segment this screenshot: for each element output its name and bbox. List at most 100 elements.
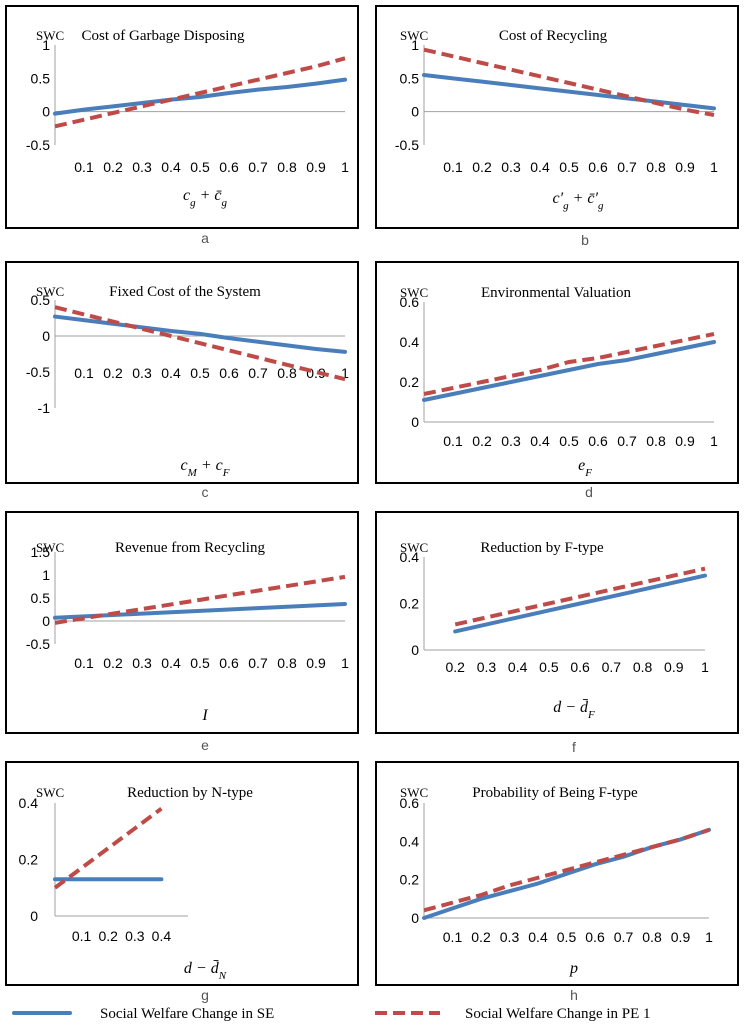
panel-letter: g bbox=[201, 987, 209, 1003]
x-axis-label: d − d̄N bbox=[184, 960, 227, 982]
x-tick-label: 0.2 bbox=[472, 433, 492, 449]
y-tick-label: 0 bbox=[411, 414, 419, 430]
x-tick-label: 0.9 bbox=[671, 929, 691, 945]
panel-letter: d bbox=[585, 484, 593, 500]
x-tick-label: 0.7 bbox=[614, 929, 634, 945]
x-tick-label: 0.1 bbox=[443, 433, 463, 449]
panel-letter: b bbox=[581, 232, 589, 248]
chart-title: Fixed Cost of the System bbox=[109, 284, 261, 300]
panel-frame bbox=[5, 5, 359, 229]
x-tick-label: 0.2 bbox=[445, 659, 465, 675]
y-tick-label: 1 bbox=[42, 567, 50, 583]
x-axis-label: I bbox=[201, 707, 208, 724]
x-tick-label: 0.3 bbox=[132, 365, 152, 381]
x-tick-label: 0.6 bbox=[588, 159, 608, 175]
chart-panel-e: -0.5 0 0.5 1 1.5 0.1 0.2 0.3 0.4 0.5 0.6 0.7 0.8 0.9 1… bbox=[5, 511, 359, 753]
x-tick-label: 0.4 bbox=[530, 433, 550, 449]
x-tick-label: 0.1 bbox=[74, 655, 94, 671]
x-tick-label: 1 bbox=[710, 433, 718, 449]
x-tick-label: 0.8 bbox=[646, 433, 666, 449]
y-tick-label: 0.5 bbox=[400, 70, 420, 86]
x-tick-label: 1 bbox=[341, 655, 349, 671]
x-tick-label: 0.6 bbox=[219, 365, 239, 381]
y-tick-label: -0.5 bbox=[26, 636, 50, 652]
y-tick-label: 0.2 bbox=[400, 374, 420, 390]
x-tick-label: 0.3 bbox=[132, 655, 152, 671]
x-tick-label: 0.7 bbox=[602, 659, 622, 675]
series-line-se bbox=[422, 827, 711, 920]
y-tick-label: -0.5 bbox=[395, 137, 419, 153]
y-tick-label: 0.5 bbox=[31, 70, 51, 86]
y-tick-label: 0 bbox=[42, 613, 50, 629]
series-line-pe bbox=[54, 574, 346, 625]
x-axis-label: eF bbox=[578, 457, 592, 479]
y-tick-label: 0.6 bbox=[400, 795, 420, 811]
legend: Social Welfare Change in SE Social Welfa… bbox=[12, 1006, 651, 1022]
panel-letter: e bbox=[201, 737, 209, 753]
y-tick-label: 1.5 bbox=[31, 544, 51, 560]
y-tick-label: 0 bbox=[42, 104, 50, 120]
series-line-se bbox=[53, 314, 347, 354]
legend-se-label: Social Welfare Change in SE bbox=[100, 1006, 274, 1022]
x-tick-label: 0.8 bbox=[277, 655, 297, 671]
chart-panel-b: -0.500.510.1 0.2 0.3 0.4 0.5 0.6 0.7 0.8 0.9 1SWC… bbox=[375, 5, 739, 248]
x-tick-label: 0.4 bbox=[161, 159, 181, 175]
x-tick-label: 0.2 bbox=[103, 365, 123, 381]
x-tick-label: 0.6 bbox=[585, 929, 605, 945]
series-line-se bbox=[53, 77, 347, 116]
x-tick-label: 0.3 bbox=[501, 159, 521, 175]
chart-panel-c: -1-0.500.50.1 0.2 0.3 0.4 0.5 0.6 0.7 0.8 0.9 1SW… bbox=[5, 261, 359, 500]
x-tick-label: 0.1 bbox=[74, 365, 94, 381]
panel-frame bbox=[5, 761, 359, 986]
x-tick-label: 0.7 bbox=[248, 365, 268, 381]
chart-title: Reduction by F-type bbox=[480, 540, 604, 556]
y-axis-label: SWC bbox=[400, 28, 428, 43]
x-tick-label: 0.6 bbox=[570, 659, 590, 675]
x-tick-label: 0.2 bbox=[103, 159, 123, 175]
y-tick-label: 0.4 bbox=[19, 795, 39, 811]
series-line-pe bbox=[53, 807, 163, 890]
y-axis-label: SWC bbox=[36, 28, 64, 43]
chart-panel-a: -0.500.510.1 0.2 0.3 0.4 0.5 0.6 0.7 0.8 0.9 1SWC… bbox=[5, 5, 359, 246]
x-tick-label: 0.2 bbox=[98, 928, 118, 944]
chart-title: Probability of Being F-type bbox=[472, 785, 638, 801]
y-axis-label: SWC bbox=[36, 540, 64, 555]
x-tick-label: 0.3 bbox=[477, 659, 497, 675]
x-tick-label: 0.1 bbox=[443, 159, 463, 175]
x-tick-label: 1 bbox=[341, 159, 349, 175]
x-tick-label: 0.7 bbox=[248, 655, 268, 671]
x-tick-label: 0.5 bbox=[559, 159, 579, 175]
x-tick-label: 0.6 bbox=[588, 433, 608, 449]
x-tick-label: 0.3 bbox=[125, 928, 145, 944]
x-tick-label: 0.8 bbox=[633, 659, 653, 675]
series-line-se bbox=[53, 601, 347, 620]
y-tick-label: -0.5 bbox=[26, 364, 50, 380]
x-tick-label: 0.7 bbox=[617, 433, 637, 449]
y-tick-label: 0 bbox=[42, 328, 50, 344]
panel-letter: h bbox=[570, 987, 578, 1003]
y-tick-label: 0.4 bbox=[400, 549, 420, 565]
x-tick-label: 0.5 bbox=[190, 655, 210, 671]
y-tick-label: -1 bbox=[38, 400, 51, 416]
panel-frame bbox=[375, 511, 739, 734]
series-line-se bbox=[422, 73, 716, 111]
chart-title: Reduction by N-type bbox=[127, 785, 253, 801]
x-tick-label: 0.9 bbox=[664, 659, 684, 675]
x-tick-label: 0.4 bbox=[508, 659, 528, 675]
x-tick-label: 0.6 bbox=[219, 159, 239, 175]
chart-panel-f: 0 0.2 0.4 0.2 0.3 0.4 0.5 0.6 0.7 0.8 0.9 1 SWC Reduc… bbox=[375, 511, 739, 755]
x-tick-label: 0.3 bbox=[132, 159, 152, 175]
y-axis-label: SWC bbox=[400, 785, 428, 800]
y-tick-label: 0.4 bbox=[400, 334, 420, 350]
chart-panel-h: 0 0.2 0.4 0.6 0.1 0.2 0.3 0.4 0.5 0.6 0.7 0.8 0.9 1 SW… bbox=[375, 761, 739, 1003]
series-line-se bbox=[422, 340, 716, 402]
panel-letter: c bbox=[202, 484, 209, 500]
x-tick-label: 0.1 bbox=[74, 159, 94, 175]
x-tick-label: 0.1 bbox=[443, 929, 463, 945]
y-axis-label: SWC bbox=[36, 284, 64, 299]
x-axis-label: cg + c̄g bbox=[183, 187, 228, 209]
x-tick-label: 0.2 bbox=[471, 929, 491, 945]
series-line-pe bbox=[54, 305, 346, 382]
x-axis-label: d − d̄F bbox=[553, 699, 595, 721]
